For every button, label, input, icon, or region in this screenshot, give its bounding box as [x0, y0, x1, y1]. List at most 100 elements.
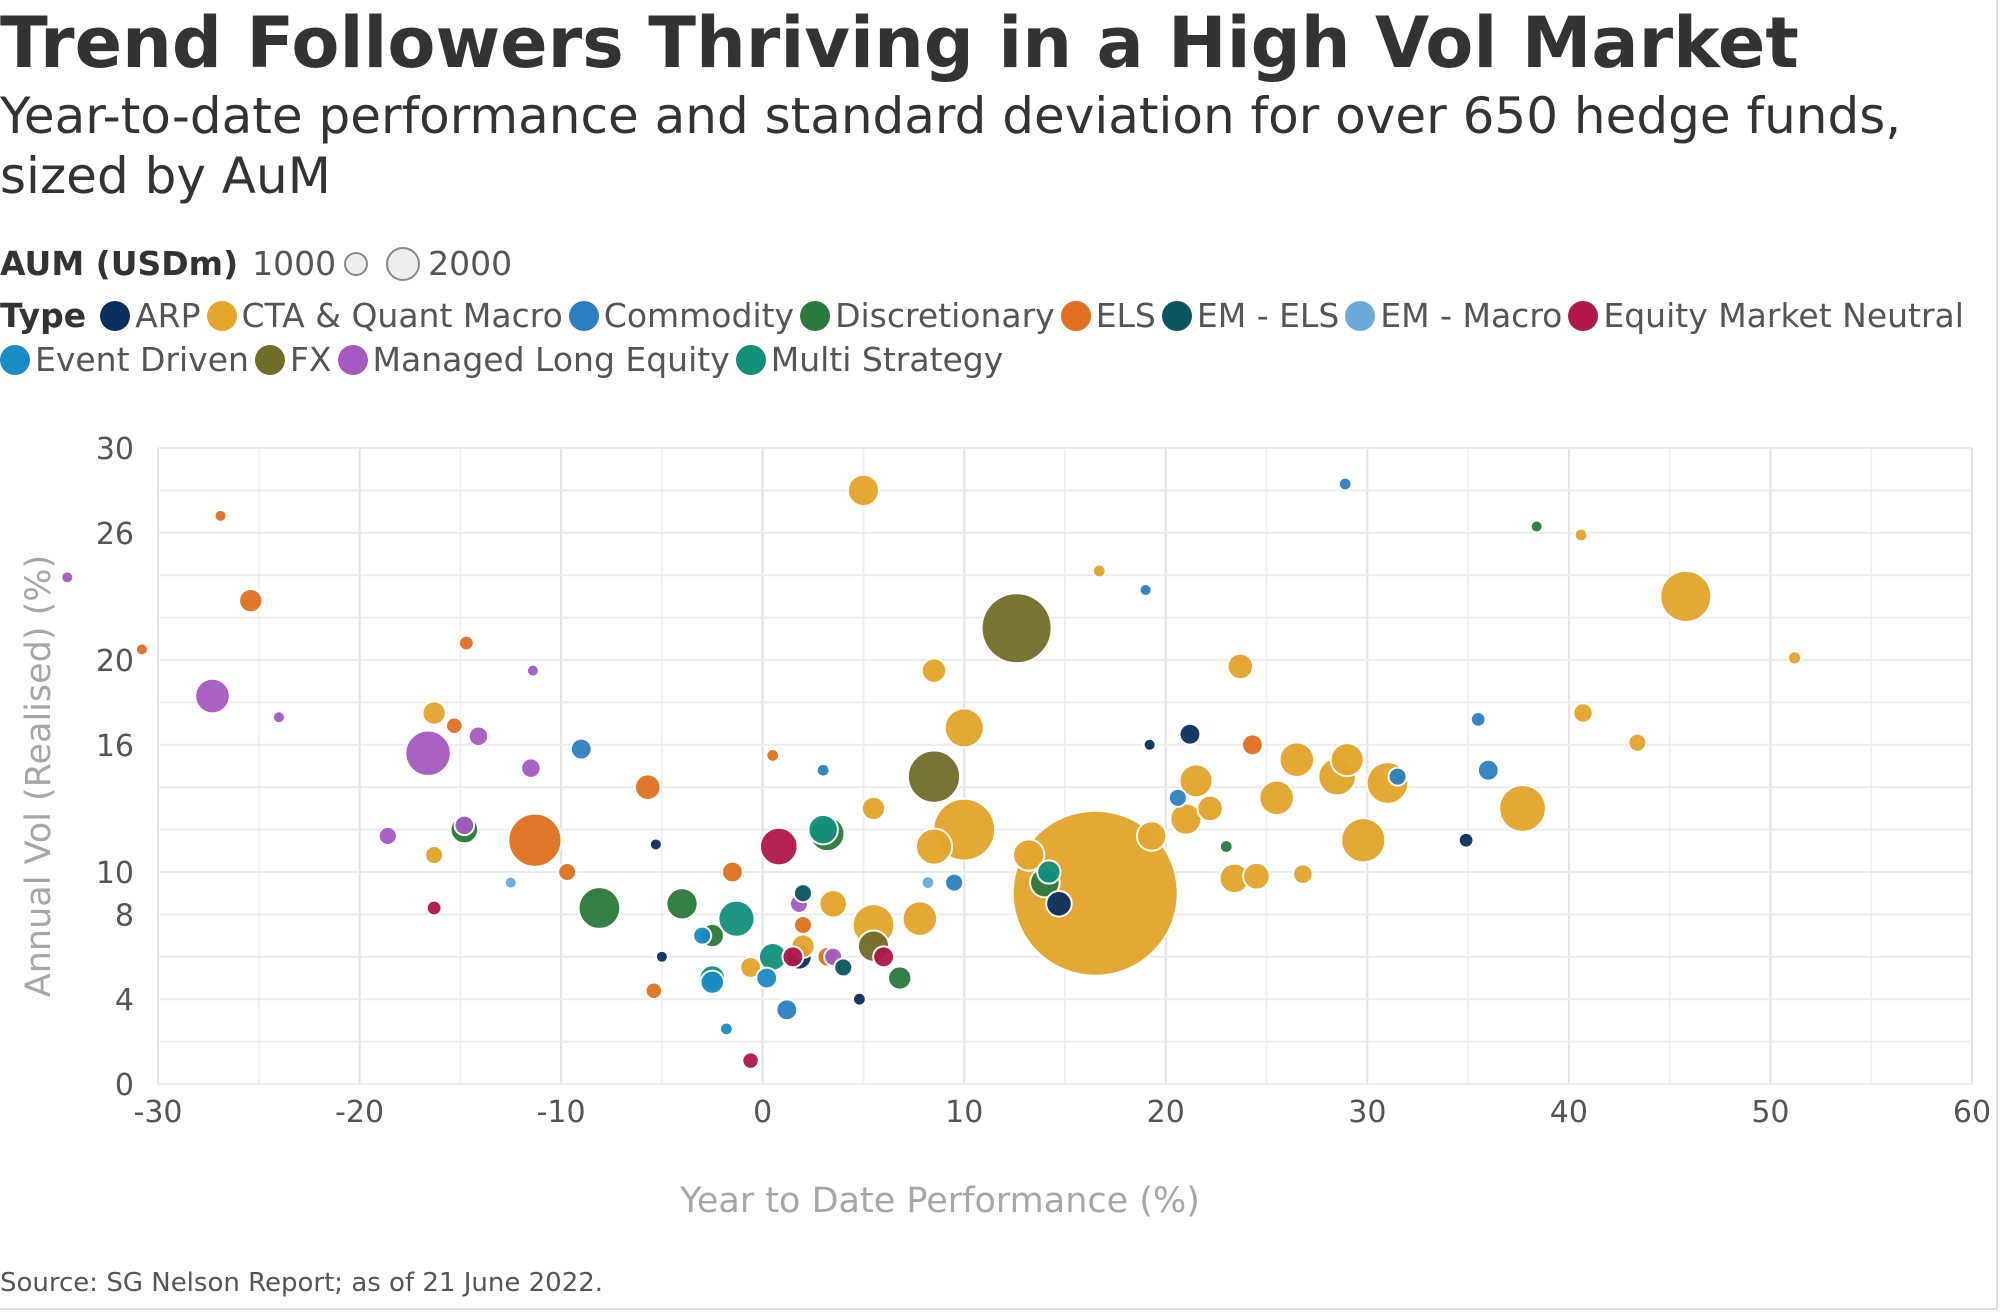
bubble-multi-strategy	[1036, 859, 1062, 885]
bubble-managed-long-equity	[520, 757, 542, 779]
legend-item-fx[interactable]: FX	[254, 340, 332, 379]
bubble-cta-quant-macro	[1329, 742, 1365, 778]
bubble-cta-quant-macro	[1135, 820, 1168, 852]
bubble-cta-quant-macro	[1278, 741, 1316, 778]
legend-label: Multi Strategy	[770, 340, 1004, 379]
legend-label: ARP	[135, 296, 201, 335]
legend-swatch-icon	[1060, 300, 1091, 331]
bubble-cta-quant-macro	[1178, 763, 1214, 799]
type-legend-row-1: Type ARP CTA & Quant Macro Commodity Dis…	[0, 296, 1970, 335]
bubble-event-driven	[755, 966, 779, 990]
legend-label: Equity Market Neutral	[1603, 296, 1964, 335]
bubble-cta-quant-macro	[818, 888, 849, 919]
legend-item-event-driven[interactable]: Event Driven	[0, 340, 249, 379]
bubble-cta-quant-macro	[1498, 784, 1547, 833]
legend-item-discretionary[interactable]: Discretionary	[800, 296, 1055, 335]
bubble-managed-long-equity	[60, 570, 75, 585]
x-tick-label: 10	[945, 1095, 983, 1130]
bubble-cta-quant-macro	[1226, 652, 1255, 681]
bubble-cta-quant-macro	[424, 845, 445, 866]
x-axis-title: Year to Date Performance (%)	[679, 1181, 1200, 1220]
y-axis-title: Annual Vol (Realised) (%)	[19, 555, 59, 997]
legend-item-commodity[interactable]: Commodity	[568, 296, 795, 335]
bubble-cta-quant-macro	[1258, 779, 1295, 817]
y-tick-label: 20	[96, 644, 134, 679]
legend-item-emn[interactable]: Equity Market Neutral	[1568, 296, 1964, 335]
type-legend-row-2: Event Driven FX Managed Long Equity Mult…	[0, 340, 1009, 379]
bubble-equity-market-neutral	[425, 899, 443, 917]
y-tick-label: 26	[96, 517, 134, 552]
legend-label: Commodity	[603, 296, 795, 335]
size-large-circle-icon	[386, 246, 421, 281]
bubble-commodity	[815, 762, 831, 778]
bubble-cta-quant-macro	[1627, 732, 1648, 753]
size-legend-large: 2000	[386, 244, 512, 283]
bubble-fx	[980, 592, 1053, 665]
bubble-arp	[648, 837, 663, 852]
legend-label: FX	[289, 340, 332, 379]
bubble-cta-quant-macro	[421, 700, 447, 726]
bubble-arp	[1178, 722, 1202, 746]
bubble-arp	[1142, 737, 1157, 752]
bubble-els	[458, 634, 475, 652]
bubble-managed-long-equity	[453, 814, 476, 837]
bubble-commodity	[1167, 787, 1188, 808]
bubble-discretionary	[887, 965, 913, 991]
bubble-equity-market-neutral	[758, 826, 799, 867]
bubble-managed-long-equity	[404, 729, 452, 778]
legend-item-em-els[interactable]: EM - ELS	[1161, 296, 1339, 335]
bubble-els	[765, 748, 781, 763]
bubble-commodity	[944, 872, 965, 893]
bubble-em-els	[833, 957, 854, 978]
legend-swatch-icon	[254, 344, 285, 375]
size-legend-small-label: 1000	[252, 244, 337, 283]
legend-item-arp[interactable]: ARP	[100, 296, 201, 335]
grid	[157, 447, 1973, 1085]
bubble-em-macro	[920, 875, 936, 890]
size-legend-small: 1000	[252, 244, 376, 283]
legend-item-cta[interactable]: CTA & Quant Macro	[206, 296, 563, 335]
bubble-arp	[1457, 831, 1475, 849]
legend-swatch-icon	[1568, 300, 1599, 331]
bubble-els	[633, 773, 662, 801]
legend-label: CTA & Quant Macro	[241, 296, 563, 335]
legend-item-managed-long-equity[interactable]: Managed Long Equity	[337, 340, 730, 379]
bubble-cta-quant-macro	[1659, 569, 1713, 623]
type-legend-title: Type	[0, 296, 87, 335]
bubble-event-driven	[718, 1021, 734, 1037]
bubble-commodity	[1476, 758, 1500, 782]
bubble-cta-quant-macro	[1242, 861, 1271, 891]
legend-swatch-icon	[800, 300, 831, 331]
bubble-discretionary	[577, 886, 622, 930]
chart-subtitle: Year-to-date performance and standard de…	[0, 87, 1902, 205]
legend-swatch-icon	[1345, 300, 1376, 331]
bubble-els	[238, 587, 264, 614]
legend-swatch-icon	[1161, 300, 1192, 331]
bubble-cta-quant-macro	[1196, 794, 1224, 823]
x-tick-label: 30	[1348, 1095, 1386, 1130]
bubble-arp	[852, 991, 867, 1007]
legend-swatch-icon	[206, 300, 237, 331]
legend-swatch-icon	[735, 344, 766, 375]
bubble-commodity	[775, 998, 799, 1022]
legend-item-em-macro[interactable]: EM - Macro	[1345, 296, 1562, 335]
bubble-event-driven	[699, 969, 725, 995]
bubble-els	[720, 860, 744, 884]
bubble-cta-quant-macro	[846, 473, 881, 508]
bubble-cta-quant-macro	[1572, 702, 1594, 724]
bubble-cta-quant-macro	[1787, 650, 1803, 666]
bubble-equity-market-neutral	[741, 1051, 760, 1070]
bubble-discretionary	[665, 887, 699, 921]
bubble-managed-long-equity	[525, 663, 540, 678]
legend-item-multi-strategy[interactable]: Multi Strategy	[735, 340, 1004, 379]
legend-item-els[interactable]: ELS	[1060, 296, 1156, 335]
bubble-discretionary	[1218, 839, 1234, 854]
legend-label: ELS	[1095, 296, 1156, 335]
bubble-cta-quant-macro	[943, 707, 985, 749]
bubble-els	[792, 914, 814, 936]
legend-swatch-icon	[568, 300, 599, 331]
x-tick-label: 50	[1751, 1095, 1789, 1130]
bubble-cta-quant-macro	[1573, 527, 1589, 543]
bubble-managed-long-equity	[271, 710, 286, 725]
y-tick-label: 0	[115, 1068, 134, 1103]
